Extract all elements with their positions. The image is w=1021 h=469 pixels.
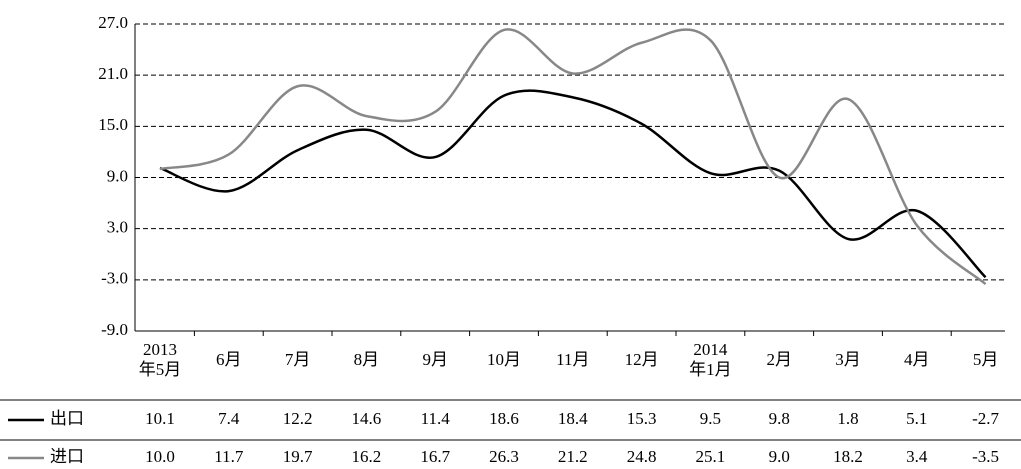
table-value: 25.1	[696, 447, 726, 466]
x-tick-label: 2014 年1月	[689, 340, 732, 379]
y-tick-label: 3.0	[107, 218, 128, 237]
x-tick-label: 10月	[487, 350, 521, 369]
series-line	[159, 28, 987, 286]
x-tick-label: 9月	[422, 350, 448, 369]
table-value: 11.7	[214, 447, 244, 466]
table-value: 10.1	[145, 409, 175, 428]
table-value: 9.0	[769, 447, 790, 466]
table-value: 21.2	[558, 447, 588, 466]
table-value: 16.7	[420, 447, 450, 466]
table-value: 15.3	[627, 409, 657, 428]
table-value: 16.2	[352, 447, 382, 466]
series-line	[159, 89, 987, 279]
y-tick-label: 9.0	[107, 166, 128, 185]
x-tick-label: 2013 年5月	[138, 340, 182, 379]
x-tick-label: 7月	[284, 350, 311, 369]
table-value: 11.4	[421, 409, 451, 428]
table-value: 9.5	[700, 409, 721, 428]
x-tick-label: 11月	[556, 350, 590, 369]
x-tick-label: 8月	[353, 350, 380, 369]
table-value: 14.6	[352, 409, 382, 428]
x-tick-label: 5月	[972, 350, 999, 369]
table-value: 3.4	[906, 447, 928, 466]
table-value: 24.8	[627, 447, 657, 466]
table-value: 26.3	[489, 447, 519, 466]
legend-label: 出口	[50, 409, 84, 428]
table-value: 7.4	[218, 409, 240, 428]
y-tick-label: 15.0	[98, 115, 128, 134]
table-value: 10.0	[145, 447, 175, 466]
y-tick-label: 21.0	[98, 64, 128, 83]
y-tick-label: -9.0	[101, 320, 128, 339]
legend-label: 进口	[50, 447, 84, 466]
table-value: 18.6	[489, 409, 519, 428]
x-tick-label: 6月	[216, 350, 242, 369]
table-value: 5.1	[906, 409, 927, 428]
table-value: 18.4	[558, 409, 588, 428]
table-value: -3.5	[972, 447, 999, 466]
x-tick-label: 2月	[766, 350, 792, 369]
table-value: 19.7	[283, 447, 313, 466]
x-tick-label: 4月	[904, 350, 930, 369]
table-value: 1.8	[837, 409, 858, 428]
table-value: 9.8	[769, 409, 790, 428]
x-tick-label: 3月	[835, 350, 861, 369]
x-tick-label: 12月	[624, 350, 659, 369]
y-tick-label: -3.0	[101, 269, 128, 288]
table-value: 18.2	[833, 447, 863, 466]
table-value: 12.2	[283, 409, 313, 428]
y-tick-label: 27.0	[98, 13, 128, 32]
table-value: -2.7	[972, 409, 999, 428]
